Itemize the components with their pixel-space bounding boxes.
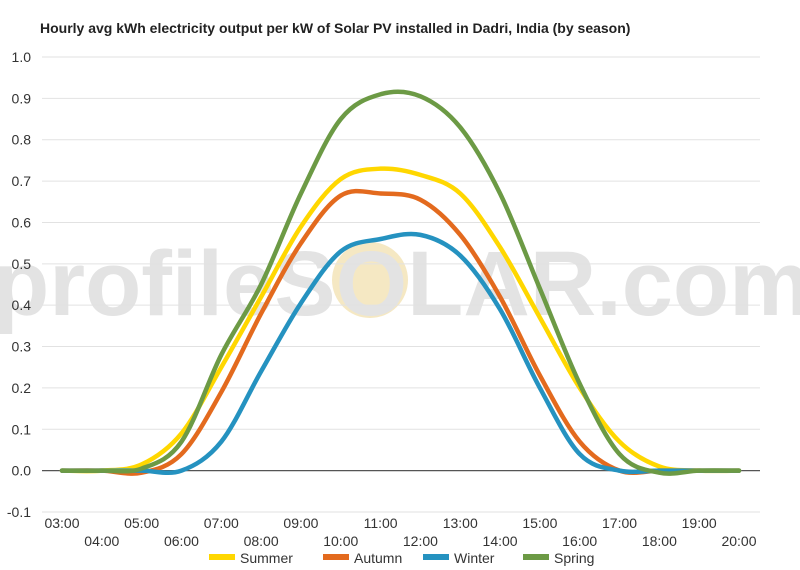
series-line-summer (59, 166, 742, 474)
legend-label-winter: Winter (454, 550, 495, 566)
y-tick-label: 1.0 (12, 49, 32, 65)
y-tick-label: -0.1 (7, 504, 31, 520)
y-tick-label: 0.5 (12, 256, 32, 272)
y-axis: -0.1 0.0 0.1 0.2 0.3 0.4 0.5 0.6 0.7 0.8 0.9 1.0 (7, 49, 31, 520)
watermark: profileSOLAR.com (0, 233, 800, 335)
x-tick-label: 12:00 (403, 533, 438, 549)
series-line-winter (59, 231, 742, 476)
x-tick-label: 15:00 (522, 515, 557, 531)
legend-label-autumn: Autumn (354, 550, 402, 566)
watermark-text: profileSOLAR.com (0, 233, 800, 335)
y-tick-label: 0.2 (12, 380, 32, 396)
legend-swatch-spring (523, 554, 549, 560)
legend-swatch-summer (209, 554, 235, 560)
series-lines (59, 89, 742, 476)
legend-swatch-winter (423, 554, 449, 560)
chart-title: Hourly avg kWh electricity output per kW… (40, 20, 630, 36)
series-line-spring (59, 89, 742, 476)
gridlines (42, 56, 760, 513)
legend-label-summer: Summer (240, 550, 293, 566)
legend-swatch-autumn (323, 554, 349, 560)
x-tick-label: 06:00 (164, 533, 199, 549)
x-tick-label: 04:00 (84, 533, 119, 549)
legend: Summer Autumn Winter Spring (209, 550, 594, 566)
x-tick-label: 11:00 (364, 515, 398, 531)
x-tick-label: 03:00 (44, 515, 79, 531)
y-tick-label: 0.7 (12, 173, 32, 189)
x-tick-label: 18:00 (642, 533, 677, 549)
y-tick-label: 0.0 (12, 463, 32, 479)
x-tick-label: 17:00 (602, 515, 637, 531)
x-tick-label: 10:00 (323, 533, 358, 549)
y-tick-label: 0.6 (12, 214, 32, 230)
watermark-sun-icon (332, 242, 408, 318)
y-tick-label: 0.9 (12, 90, 32, 106)
x-tick-label: 14:00 (483, 533, 518, 549)
y-tick-label: 0.1 (12, 421, 32, 437)
x-tick-label: 16:00 (562, 533, 597, 549)
x-tick-label: 05:00 (124, 515, 159, 531)
y-tick-label: 0.8 (12, 132, 32, 148)
x-tick-label: 19:00 (682, 515, 717, 531)
x-tick-label: 08:00 (244, 533, 279, 549)
x-tick-label: 09:00 (283, 515, 318, 531)
x-tick-label: 20:00 (721, 533, 756, 549)
y-tick-label: 0.3 (12, 339, 32, 355)
y-tick-label: 0.4 (12, 297, 32, 313)
x-tick-label: 13:00 (443, 515, 478, 531)
x-tick-label: 07:00 (204, 515, 239, 531)
legend-label-spring: Spring (554, 550, 594, 566)
